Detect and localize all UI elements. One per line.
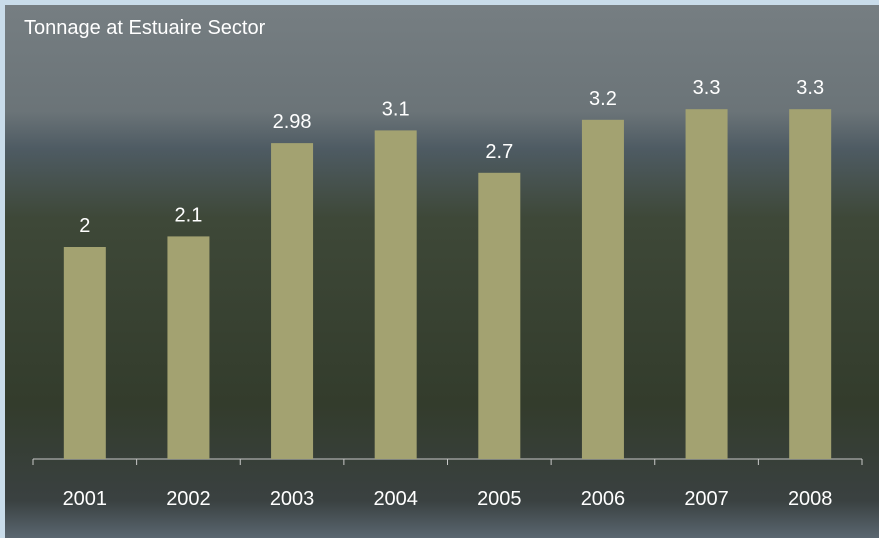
x-tick-label: 2001 [63,488,108,510]
data-label: 2.7 [485,141,513,163]
bar [581,119,624,460]
chart-title: Tonnage at Estuaire Sector [24,17,266,39]
x-tick-label: 2006 [581,488,626,510]
x-tick-label: 2007 [684,488,729,510]
bar [63,247,106,459]
data-label: 3.3 [693,77,721,99]
background [5,5,879,538]
bar [789,109,832,459]
bar [478,172,521,460]
x-tick-label: 2002 [166,488,211,510]
data-label: 2.98 [273,111,312,133]
x-tick-label: 2008 [788,488,833,510]
data-label: 2.1 [175,204,203,226]
data-label: 2 [79,215,90,237]
data-label: 3.2 [589,88,617,110]
bar [374,130,417,459]
bar [685,109,728,459]
x-tick-label: 2004 [373,488,418,510]
bar [167,236,210,459]
data-label: 3.1 [382,98,410,120]
x-tick-label: 2005 [477,488,522,510]
bar [271,143,314,459]
x-tick-label: 2003 [270,488,315,510]
data-label: 3.3 [796,77,824,99]
